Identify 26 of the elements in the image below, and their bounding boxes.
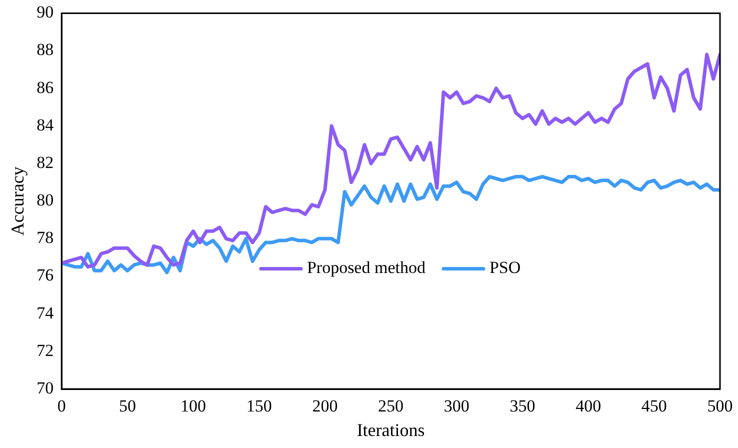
y-tick-label: 78 (36, 228, 54, 248)
x-tick-label: 0 (57, 396, 66, 416)
y-tick-label: 80 (36, 190, 54, 210)
y-axis-title: Accuracy (8, 166, 28, 236)
y-tick-label: 70 (36, 378, 54, 398)
y-tick-label: 88 (36, 40, 54, 60)
x-tick-label: 100 (180, 396, 206, 416)
y-tick-label: 76 (36, 266, 54, 285)
y-tick-label: 90 (36, 2, 54, 22)
x-tick-label: 50 (118, 396, 136, 416)
x-axis-title: Iterations (356, 420, 425, 440)
x-tick-label: 350 (510, 396, 536, 416)
x-tick-label: 300 (444, 396, 470, 416)
x-tick-label: 400 (576, 396, 602, 416)
legend-label: PSO (489, 258, 521, 278)
y-tick-label: 74 (36, 303, 54, 322)
legend-label: Proposed method (306, 258, 426, 278)
x-tick-label: 200 (312, 396, 338, 416)
y-tick-label: 82 (36, 152, 54, 172)
y-tick-label: 84 (36, 115, 54, 134)
y-tick-label: 86 (36, 78, 54, 97)
x-tick-label: 450 (641, 396, 667, 416)
x-tick-label: 150 (246, 396, 272, 416)
y-tick-label: 72 (36, 340, 54, 360)
x-tick-label: 250 (378, 396, 404, 416)
x-tick-label: 500 (707, 396, 733, 416)
